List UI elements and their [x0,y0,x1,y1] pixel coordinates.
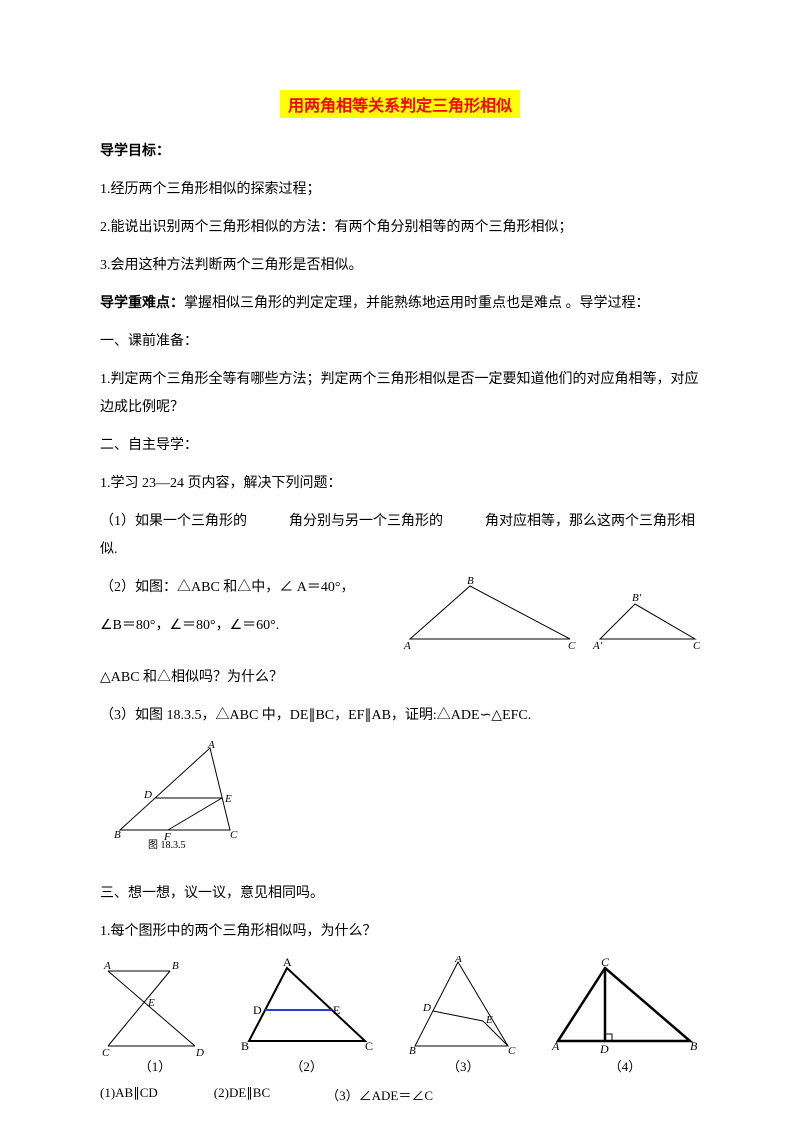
svg-text:C: C [102,1047,110,1056]
think-header: 三、想一想，议一议，意见相同吗。 [100,880,700,908]
conditions-row: (1)AB∥CD (2)DE∥BC （3）∠ADE＝∠C [100,1085,700,1104]
label-2: （2） [237,1056,377,1075]
svg-text:D: D [253,1003,262,1017]
label-1: （1） [100,1056,210,1075]
figure-3: A B C D E （3） [403,956,523,1075]
svg-text:D: D [195,1047,204,1056]
svg-text:B': B' [632,592,642,604]
figure-4: C A B D （4） [550,956,700,1075]
svg-text:E: E [333,1003,340,1017]
prep-body: 1.判定两个三角形全等有哪些方法；判定两个三角形相似是否一定要知道他们的对应角相… [100,366,700,422]
svg-text:C': C' [693,640,700,652]
svg-text:C: C [568,640,576,652]
svg-text:D: D [143,789,152,801]
svg-text:A: A [454,956,462,965]
svg-text:C: C [508,1045,516,1056]
label-4: （4） [550,1056,700,1075]
svg-text:B: B [690,1039,698,1053]
prep-header: 一、课前准备： [100,328,700,356]
figure-1: A B E C D （1） [100,956,210,1075]
svg-text:C: C [601,956,610,969]
goal-3: 3.会用这种方法判断两个三角形是否相似。 [100,252,700,280]
label-3: （3） [403,1056,523,1075]
think-q: 1.每个图形中的两个三角形相似吗，为什么？ [100,918,700,946]
self-header: 二、自主导学： [100,432,700,460]
difficulty-line: 导学重难点：掌握相似三角形的判定定理，并能熟练地运用时重点也是难点 。导学过程： [100,290,700,318]
svg-text:D: D [422,1002,431,1014]
q3: （3）如图 18.3.5，△ABC 中，DE∥BC，EF∥AB，证明:△ADE∽… [100,702,700,730]
svg-text:A: A [207,740,215,751]
svg-text:A: A [551,1039,560,1053]
svg-text:B: B [172,960,179,972]
difficulty-header: 导学重难点： [100,296,184,311]
figure-18-3-5: A B C D E F 图 18.3.5 [100,740,700,850]
goals-header: 导学目标： [100,138,700,166]
goal-2: 2.能说出识别两个三角形相似的方法：有两个角分别相等的两个三角形相似； [100,214,700,242]
cond-1: (1)AB∥CD [100,1085,158,1104]
svg-text:E: E [147,997,155,1009]
svg-text:B: B [241,1039,249,1053]
triangle-pair-figure: B A C B' A' C' [400,574,700,654]
fig-caption: 图 18.3.5 [148,839,186,850]
self-intro: 1.学习 23—24 页内容，解决下列问题： [100,470,700,498]
svg-text:B: B [467,575,474,587]
svg-text:B: B [114,829,121,841]
q2c: △ABC 和△相似吗？为什么？ [100,664,700,692]
cond-3: （3）∠ADE＝∠C [326,1085,433,1104]
cond-2: (2)DE∥BC [214,1085,270,1104]
svg-text:A': A' [592,640,603,652]
svg-text:E: E [224,793,232,805]
q1: （1）如果一个三角形的 角分别与另一个三角形的 角对应相等，那么这两个三角形相似… [100,508,700,564]
goal-1: 1.经历两个三角形相似的探索过程； [100,176,700,204]
svg-text:A: A [103,960,111,972]
svg-text:C: C [230,829,238,841]
svg-text:E: E [485,1014,493,1026]
difficulty-body: 掌握相似三角形的判定定理，并能熟练地运用时重点也是难点 。导学过程： [184,296,650,311]
page-title: 用两角相等关系判定三角形相似 [280,90,520,118]
figure-2: A B C D E （2） [237,956,377,1075]
svg-text:B: B [409,1045,416,1056]
svg-text:C: C [365,1039,373,1053]
svg-text:A: A [283,956,292,969]
svg-text:D: D [599,1042,609,1056]
svg-text:A: A [403,640,411,652]
four-figures-row: A B E C D （1） A B C D E （2） [100,956,700,1075]
